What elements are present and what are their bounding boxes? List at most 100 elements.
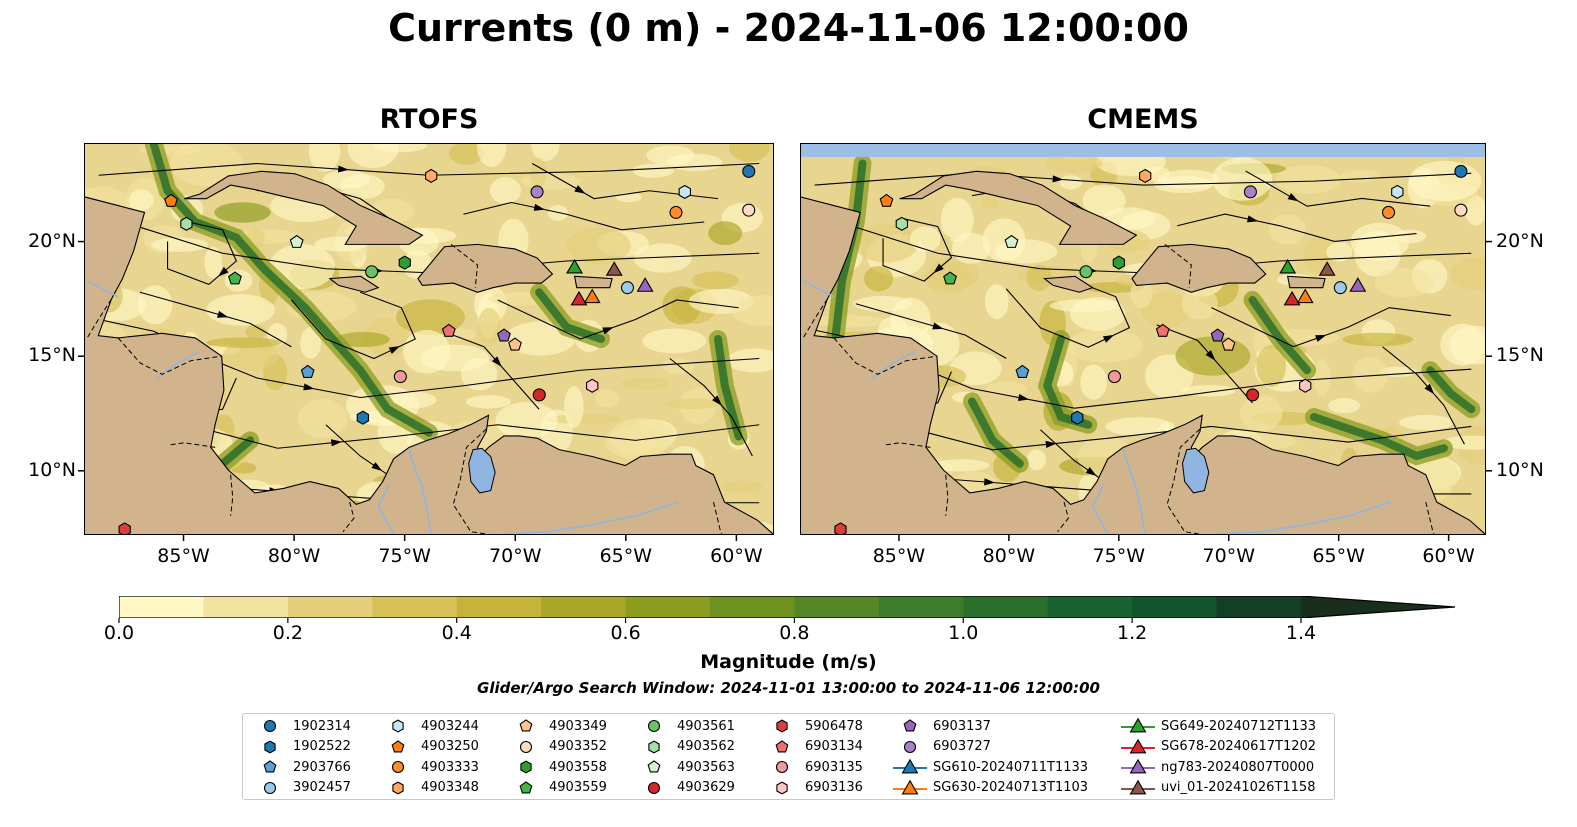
river [408, 449, 432, 534]
speed-contour [1399, 414, 1454, 431]
platform-marker [570, 290, 588, 306]
platform-marker [943, 271, 957, 285]
legend-marker-icon [263, 760, 277, 773]
platform-marker [118, 522, 131, 534]
speed-contour [347, 144, 399, 169]
legend-marker-icon [647, 719, 661, 733]
speed-contour [1374, 268, 1434, 298]
country-border [802, 298, 828, 339]
speed-contour [1239, 395, 1283, 432]
lon-tick-label: 80°W [267, 545, 321, 567]
speed-contour [489, 177, 521, 204]
speed-contour [420, 344, 490, 372]
speed-contour [389, 391, 437, 409]
legend-marker [391, 760, 405, 774]
speed-contour [1212, 157, 1273, 201]
streamline-arrow [1085, 466, 1097, 476]
platform-marker [1349, 277, 1367, 292]
legend-label: 1902314 [293, 718, 351, 734]
lake-maracaibo [468, 447, 496, 494]
platform-marker [356, 410, 370, 425]
legend-marker-icon [647, 781, 661, 794]
platform-marker [508, 337, 522, 351]
legend-marker [1129, 738, 1147, 753]
platform-marker [1243, 185, 1257, 199]
speed-contour [1044, 153, 1103, 173]
streamline-arrow [1017, 394, 1030, 401]
legend-marker-icon [391, 739, 405, 752]
speed-contour [297, 398, 348, 439]
streamline [531, 163, 719, 200]
lat-tick-label: 20°N [28, 229, 76, 252]
speed-contour [1440, 323, 1485, 366]
speed-contour [666, 153, 723, 172]
platform-marker [1318, 261, 1336, 276]
platform-marker [1112, 255, 1126, 270]
lon-tick-label: 75°W [378, 545, 431, 567]
platform-marker [620, 281, 634, 295]
legend-label: 1902522 [293, 739, 351, 754]
current-jet-core [968, 397, 1024, 468]
speed-contour [1049, 299, 1122, 313]
river [802, 280, 835, 298]
legend-marker [901, 779, 919, 794]
legend-marker [520, 760, 532, 774]
legend-label: 4903244 [421, 718, 479, 734]
legend-label: 4903349 [549, 718, 607, 734]
platform-marker [1155, 323, 1170, 337]
legend-entry: 4903558 [507, 757, 607, 777]
legend-entry: 4903563 [635, 757, 735, 777]
legend-marker [519, 740, 533, 753]
speed-contour [531, 144, 560, 162]
platform-marker [605, 261, 623, 276]
speed-contour [151, 237, 209, 252]
streamline [1245, 170, 1431, 207]
land-polygon [328, 275, 380, 293]
legend-entry: SG610-20240711T1133 [891, 757, 1088, 777]
legend-label: ng783-20240807T0000 [1161, 759, 1315, 775]
legend-label: 4903250 [421, 739, 479, 754]
speed-contour [300, 327, 321, 359]
speed-contour [495, 402, 558, 439]
speed-contour [1067, 328, 1143, 363]
country-border [884, 442, 931, 448]
legend-label: 4903558 [549, 759, 607, 775]
streamline-arrow [491, 356, 502, 367]
speed-contour [335, 331, 390, 348]
legend-entry: 4903559 [507, 778, 607, 798]
page-title: Currents (0 m) - 2024-11-06 12:00:00 [388, 6, 1189, 50]
streamline-arrow [1246, 215, 1259, 223]
legend-marker [519, 780, 533, 793]
colorbar-tick-label: 0.0 [103, 622, 135, 644]
current-jet-core [535, 288, 605, 343]
country-border [452, 428, 489, 534]
colorbar-outline [119, 596, 1455, 618]
platform-marker [1015, 364, 1030, 378]
legend-entry: 3902457 [251, 778, 351, 798]
legend-entry: 4903562 [635, 737, 735, 757]
platform-marker [669, 205, 683, 219]
map-layers [801, 144, 1485, 534]
platform-marker [678, 184, 691, 199]
legend-marker [392, 780, 404, 795]
speed-contour [566, 227, 631, 264]
lon-tick-label: 85°W [157, 545, 210, 567]
map-panel-rtofs [84, 143, 774, 535]
platform-marker [585, 378, 599, 393]
lon-tick-label: 65°W [599, 545, 653, 567]
platform-marker [566, 258, 584, 274]
colorbar-segment [456, 596, 542, 618]
legend-marker-icon [263, 781, 277, 794]
speed-contour [546, 414, 622, 425]
platform-marker [742, 164, 756, 178]
legend-label: 4903629 [677, 780, 735, 795]
platform-marker [1333, 281, 1347, 295]
legend-marker [903, 740, 917, 753]
legend-marker [263, 719, 277, 733]
streamline-arrow [1287, 192, 1299, 202]
land-polygon [899, 170, 1138, 245]
country-border [117, 337, 222, 375]
colorbar-segment [203, 596, 289, 618]
legend-marker-icon [263, 719, 277, 733]
streamline-arrow [1205, 350, 1216, 361]
